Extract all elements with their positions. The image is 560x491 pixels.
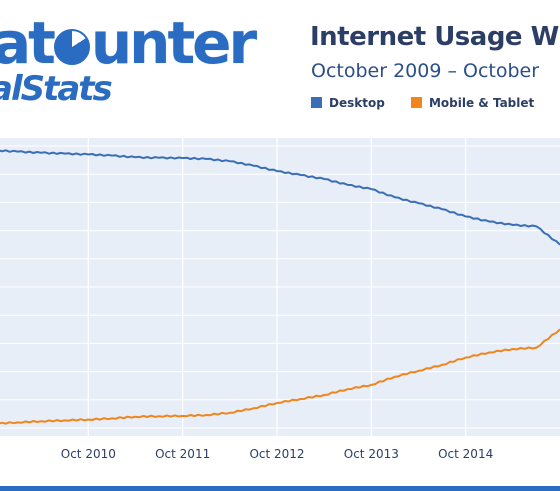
bottom-border [0, 486, 560, 491]
legend-label-mobile-tablet: Mobile & Tablet [428, 96, 535, 110]
horizontal-gridlines [0, 145, 560, 429]
chart-subtitle: October 2009 – October [311, 60, 540, 82]
chart-legend: Desktop Mobile & Tablet [311, 96, 556, 110]
logo-text-start: at [0, 9, 56, 77]
legend-item-mobile-tablet: Mobile & Tablet [410, 96, 535, 110]
vertical-gridlines [87, 138, 467, 436]
legend-swatch-desktop [311, 97, 322, 108]
logo-pie-icon [53, 29, 90, 65]
legend-item-desktop: Desktop [311, 96, 385, 110]
chart-title: Internet Usage W [310, 22, 559, 52]
chart-header: at unter alStats Internet Usage W October… [0, 0, 560, 138]
series-lines [0, 149, 560, 425]
x-tick-label: Oct 2011 [155, 447, 210, 461]
x-tick-label: Oct 2012 [249, 447, 304, 461]
series-line-mobile-tablet [0, 328, 560, 425]
globalstats-logo: alStats [0, 69, 113, 109]
x-tick-label: Oct 2013 [344, 447, 399, 461]
legend-swatch-mobile-tablet [410, 97, 422, 108]
x-axis-tick-labels: Oct 2010 Oct 2011 Oct 2012 Oct 2013 Oct 2014 [61, 447, 493, 461]
series-line-desktop [0, 149, 560, 246]
x-tick-label: Oct 2010 [61, 447, 116, 461]
logo-text-end: unter [90, 9, 257, 77]
statcounter-logo: at unter [0, 14, 257, 72]
x-tick-label: Oct 2014 [438, 447, 493, 461]
legend-label-desktop: Desktop [329, 96, 385, 110]
chart-plot-area: Oct 2010 Oct 2011 Oct 2012 Oct 2013 Oct 2014 [0, 138, 560, 461]
